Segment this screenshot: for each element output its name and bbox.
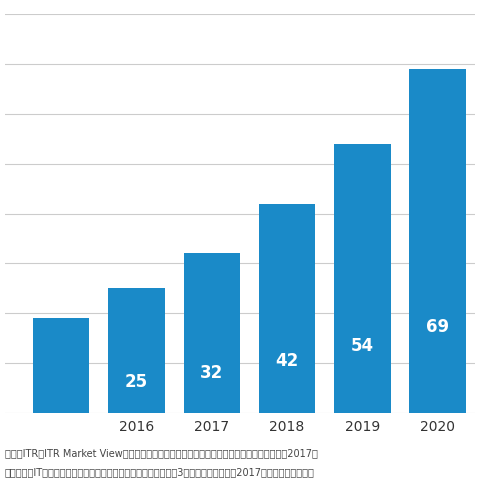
Text: 69: 69	[426, 318, 449, 336]
Text: 54: 54	[351, 336, 374, 355]
Bar	[183, 253, 240, 413]
Bar	[334, 144, 391, 413]
Text: 42: 42	[276, 351, 299, 370]
Text: 注：国内のITコンサルティング・サービス支出金額を対象とし、3月期ベースで換算、2017年度以降は予測値。: 注：国内のITコンサルティング・サービス支出金額を対象とし、3月期ベースで換算、…	[5, 468, 315, 478]
Bar	[108, 288, 165, 413]
Bar	[33, 318, 89, 413]
Bar	[409, 69, 466, 413]
Text: 25: 25	[125, 372, 148, 391]
Text: 出所：ITR『ITR Market View：サイバー・セキュリティ・コンサルティング・サービス市场2017』: 出所：ITR『ITR Market View：サイバー・セキュリティ・コンサルテ…	[5, 448, 318, 458]
Text: 32: 32	[200, 364, 223, 382]
Bar	[259, 204, 315, 413]
